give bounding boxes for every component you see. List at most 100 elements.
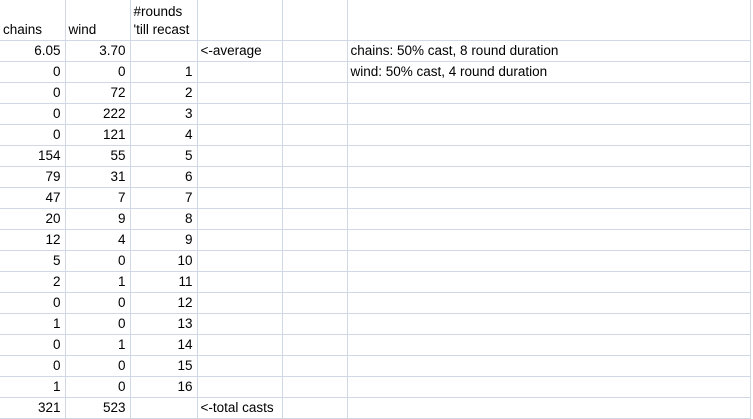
empty-cell[interactable] <box>197 124 283 146</box>
cell-chains[interactable]: 1 <box>0 376 66 398</box>
cell-chains[interactable]: 0 <box>0 61 66 83</box>
empty-cell[interactable] <box>197 208 283 230</box>
empty-cell[interactable] <box>282 208 348 230</box>
empty-cell[interactable] <box>197 229 283 251</box>
cell-rounds[interactable]: 3 <box>130 103 198 125</box>
empty-cell[interactable] <box>282 124 348 146</box>
cell-rounds[interactable]: 14 <box>130 334 198 356</box>
cell-note-wind[interactable]: wind: 50% cast, 4 round duration <box>347 61 751 83</box>
empty-cell[interactable] <box>197 271 283 293</box>
empty-cell[interactable] <box>282 40 348 62</box>
empty-cell[interactable] <box>347 0 751 41</box>
cell-wind[interactable]: 55 <box>65 145 131 167</box>
header-cell-chains[interactable]: chains <box>0 0 66 41</box>
empty-cell[interactable] <box>282 145 348 167</box>
header-cell-rounds[interactable]: #rounds 'till recast <box>130 0 198 41</box>
cell-chains[interactable]: 0 <box>0 334 66 356</box>
cell-chains[interactable]: 1 <box>0 313 66 335</box>
cell-wind[interactable]: 0 <box>65 355 131 377</box>
empty-cell[interactable] <box>347 82 751 104</box>
cell-wind[interactable]: 72 <box>65 82 131 104</box>
empty-cell[interactable] <box>282 250 348 272</box>
empty-cell[interactable] <box>282 0 348 41</box>
cell-wind[interactable]: 7 <box>65 187 131 209</box>
empty-cell[interactable] <box>347 187 751 209</box>
cell-wind[interactable]: 4 <box>65 229 131 251</box>
cell-chains[interactable]: 0 <box>0 355 66 377</box>
cell-wind[interactable]: 31 <box>65 166 131 188</box>
empty-cell[interactable] <box>197 313 283 335</box>
cell-wind[interactable]: 0 <box>65 292 131 314</box>
empty-cell[interactable] <box>347 124 751 146</box>
cell-average-wind[interactable]: 3.70 <box>65 40 131 62</box>
empty-cell[interactable] <box>282 355 348 377</box>
empty-cell[interactable] <box>347 376 751 398</box>
empty-cell[interactable] <box>347 355 751 377</box>
cell-average-rounds[interactable] <box>130 40 198 62</box>
empty-cell[interactable] <box>282 82 348 104</box>
empty-cell[interactable] <box>282 166 348 188</box>
empty-cell[interactable] <box>197 166 283 188</box>
cell-average-label[interactable]: <-average <box>197 40 283 62</box>
cell-chains[interactable]: 2 <box>0 271 66 293</box>
header-cell-wind[interactable]: wind <box>65 0 131 41</box>
empty-cell[interactable] <box>197 82 283 104</box>
cell-rounds[interactable]: 9 <box>130 229 198 251</box>
cell-chains[interactable]: 0 <box>0 292 66 314</box>
cell-wind[interactable]: 121 <box>65 124 131 146</box>
cell-wind[interactable]: 0 <box>65 250 131 272</box>
cell-rounds[interactable]: 16 <box>130 376 198 398</box>
cell-rounds[interactable]: 8 <box>130 208 198 230</box>
cell-note-chains[interactable]: chains: 50% cast, 8 round duration <box>347 40 751 62</box>
cell-rounds[interactable]: 12 <box>130 292 198 314</box>
empty-cell[interactable] <box>282 61 348 83</box>
empty-cell[interactable] <box>347 292 751 314</box>
cell-rounds[interactable]: 7 <box>130 187 198 209</box>
empty-cell[interactable] <box>347 229 751 251</box>
cell-wind[interactable]: 0 <box>65 61 131 83</box>
empty-cell[interactable] <box>347 103 751 125</box>
cell-wind[interactable]: 0 <box>65 313 131 335</box>
cell-chains[interactable]: 5 <box>0 250 66 272</box>
cell-rounds[interactable]: 5 <box>130 145 198 167</box>
empty-cell[interactable] <box>347 145 751 167</box>
cell-rounds[interactable]: 6 <box>130 166 198 188</box>
cell-wind[interactable]: 1 <box>65 334 131 356</box>
cell-wind[interactable]: 9 <box>65 208 131 230</box>
cell-wind[interactable]: 222 <box>65 103 131 125</box>
empty-cell[interactable] <box>282 292 348 314</box>
empty-cell[interactable] <box>197 292 283 314</box>
empty-cell[interactable] <box>347 313 751 335</box>
empty-cell[interactable] <box>282 313 348 335</box>
cell-wind[interactable]: 0 <box>65 376 131 398</box>
cell-chains[interactable]: 47 <box>0 187 66 209</box>
empty-cell[interactable] <box>282 103 348 125</box>
cell-chains[interactable]: 0 <box>0 82 66 104</box>
cell-chains[interactable]: 154 <box>0 145 66 167</box>
cell-rounds[interactable]: 13 <box>130 313 198 335</box>
empty-cell[interactable] <box>282 229 348 251</box>
empty-cell[interactable] <box>197 103 283 125</box>
cell-rounds[interactable]: 10 <box>130 250 198 272</box>
empty-cell[interactable] <box>282 376 348 398</box>
cell-rounds[interactable]: 15 <box>130 355 198 377</box>
cell-average-chains[interactable]: 6.05 <box>0 40 66 62</box>
cell-chains[interactable]: 0 <box>0 124 66 146</box>
empty-cell[interactable] <box>197 355 283 377</box>
empty-cell[interactable] <box>197 145 283 167</box>
empty-cell[interactable] <box>197 187 283 209</box>
cell-chains[interactable]: 79 <box>0 166 66 188</box>
cell-rounds[interactable]: 11 <box>130 271 198 293</box>
empty-cell[interactable] <box>282 187 348 209</box>
empty-cell[interactable] <box>197 334 283 356</box>
cell-rounds[interactable]: 1 <box>130 61 198 83</box>
cell-wind[interactable]: 1 <box>65 271 131 293</box>
empty-cell[interactable] <box>347 334 751 356</box>
cell-chains[interactable]: 0 <box>0 103 66 125</box>
empty-cell[interactable] <box>347 250 751 272</box>
empty-cell[interactable] <box>197 376 283 398</box>
empty-cell[interactable] <box>197 61 283 83</box>
empty-cell[interactable] <box>282 271 348 293</box>
empty-cell[interactable] <box>197 250 283 272</box>
cell-rounds[interactable]: 2 <box>130 82 198 104</box>
